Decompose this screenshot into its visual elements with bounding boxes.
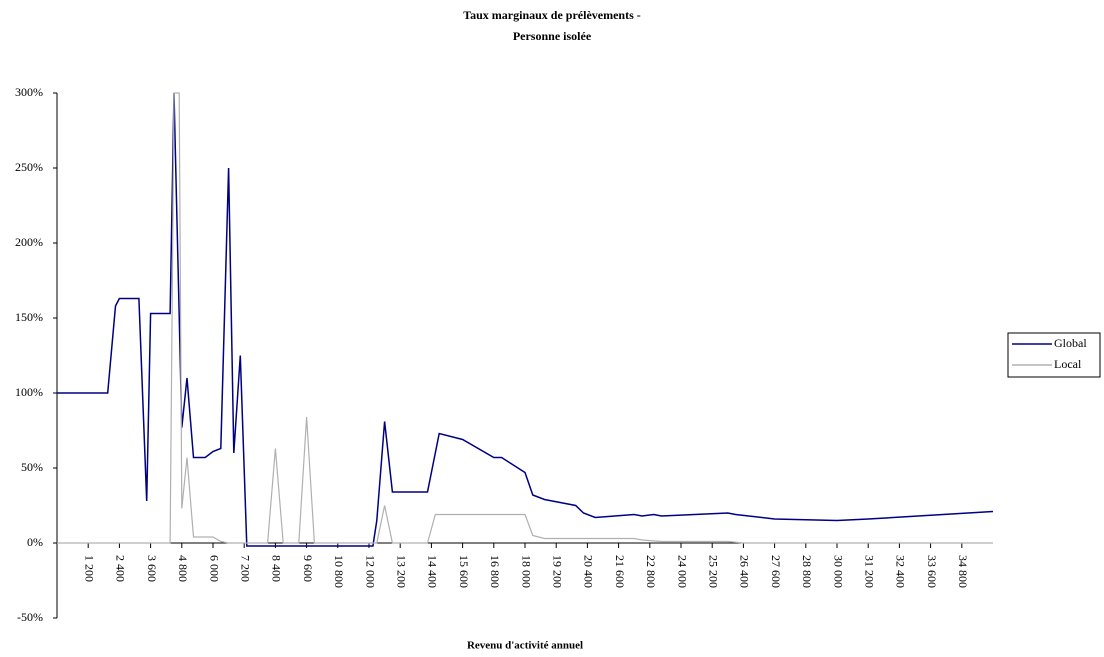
x-tick-label: 28 800 <box>800 555 814 588</box>
y-tick-label: 150% <box>15 310 43 324</box>
x-tick-label: 26 400 <box>738 555 752 588</box>
y-tick-label: 0% <box>27 535 43 549</box>
x-tick-label: 6 000 <box>207 555 221 582</box>
x-tick-label: 32 400 <box>894 555 908 588</box>
x-tick-label: 33 600 <box>925 555 939 588</box>
x-tick-label: 12 000 <box>363 555 377 588</box>
y-tick-label: 200% <box>15 235 43 249</box>
x-tick-label: 21 600 <box>613 555 627 588</box>
y-tick-label: 250% <box>15 160 43 174</box>
legend-label: Global <box>1054 336 1087 350</box>
x-tick-label: 25 200 <box>706 555 720 588</box>
x-tick-label: 9 600 <box>301 555 315 582</box>
y-tick-label: 100% <box>15 385 43 399</box>
chart-title: Taux marginaux de prélèvements - <box>463 8 641 22</box>
legend-label: Local <box>1054 357 1082 371</box>
x-tick-label: 18 000 <box>519 555 533 588</box>
x-tick-label: 3 600 <box>145 555 159 582</box>
x-tick-label: 19 200 <box>550 555 564 588</box>
x-tick-label: 27 600 <box>769 555 783 588</box>
x-tick-label: 34 800 <box>956 555 970 588</box>
x-tick-label: 30 000 <box>831 555 845 588</box>
y-tick-label: 300% <box>15 85 43 99</box>
y-tick-label: 50% <box>21 460 43 474</box>
x-tick-label: 13 200 <box>394 555 408 588</box>
x-tick-label: 4 800 <box>176 555 190 582</box>
x-tick-label: 24 000 <box>675 555 689 588</box>
x-tick-label: 15 600 <box>457 555 471 588</box>
x-tick-label: 31 200 <box>862 555 876 588</box>
x-tick-label: 20 400 <box>582 555 596 588</box>
y-tick-label: -50% <box>17 610 43 624</box>
x-tick-label: 14 400 <box>426 555 440 588</box>
x-tick-label: 7 200 <box>238 555 252 582</box>
legend-box <box>1007 332 1101 378</box>
x-tick-label: 8 400 <box>270 555 284 582</box>
x-tick-label: 10 800 <box>332 555 346 588</box>
x-tick-label: 22 800 <box>644 555 658 588</box>
x-axis-label: Revenu d'activité annuel <box>467 640 583 652</box>
x-tick-label: 2 400 <box>114 555 128 582</box>
x-tick-label: 1 200 <box>82 555 96 582</box>
chart-subtitle: Personne isolée <box>513 29 592 43</box>
series-line <box>57 92 993 547</box>
x-tick-label: 16 800 <box>488 555 502 588</box>
series-line <box>57 92 993 544</box>
